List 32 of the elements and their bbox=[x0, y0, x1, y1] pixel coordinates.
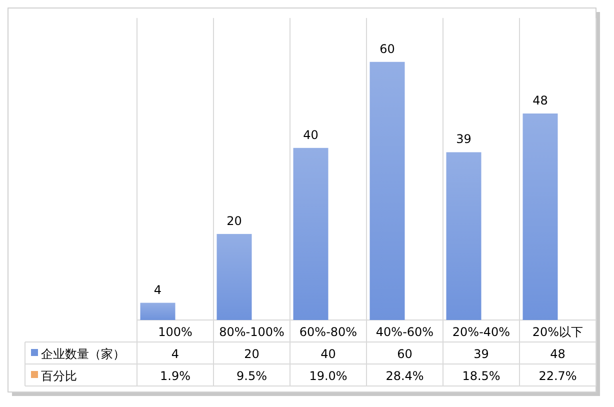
data-label: 4 bbox=[171, 347, 180, 361]
bar bbox=[140, 302, 176, 320]
bar bbox=[216, 234, 252, 320]
bar bbox=[446, 152, 482, 320]
bar bbox=[370, 62, 405, 320]
x-tick-label: 60%-80% bbox=[299, 325, 358, 339]
data-label: 60 bbox=[397, 347, 412, 361]
x-tick-label: 20%-40% bbox=[452, 325, 510, 339]
x-tick-label: 80%-100% bbox=[219, 325, 284, 339]
x-tick-label: 20%以下 bbox=[532, 325, 584, 339]
text: 9.5% bbox=[236, 369, 267, 383]
data-label: 20 bbox=[244, 347, 260, 361]
bar bbox=[293, 148, 328, 320]
data-label: 39 bbox=[474, 347, 489, 361]
data-label: 48 bbox=[550, 347, 566, 361]
data-label: 40 bbox=[320, 347, 336, 361]
text: 48 bbox=[532, 94, 548, 108]
text: 40 bbox=[303, 128, 318, 142]
text: 1.9% bbox=[160, 369, 190, 383]
text: 39 bbox=[456, 132, 472, 146]
text: 4 bbox=[154, 282, 162, 297]
text: 22.7% bbox=[538, 369, 577, 383]
bar bbox=[522, 114, 558, 320]
text: 60 bbox=[380, 42, 395, 56]
text: 20 bbox=[226, 214, 242, 228]
legend-label: 企业数量（家） bbox=[41, 347, 125, 361]
text: 18.5% bbox=[462, 369, 500, 383]
legend-label: 百分比 bbox=[41, 369, 77, 383]
text: 28.4% bbox=[386, 369, 424, 383]
x-tick-label: 40%-60% bbox=[376, 325, 434, 339]
text: 19.0% bbox=[309, 369, 348, 383]
x-tick-label: 100% bbox=[158, 325, 192, 339]
